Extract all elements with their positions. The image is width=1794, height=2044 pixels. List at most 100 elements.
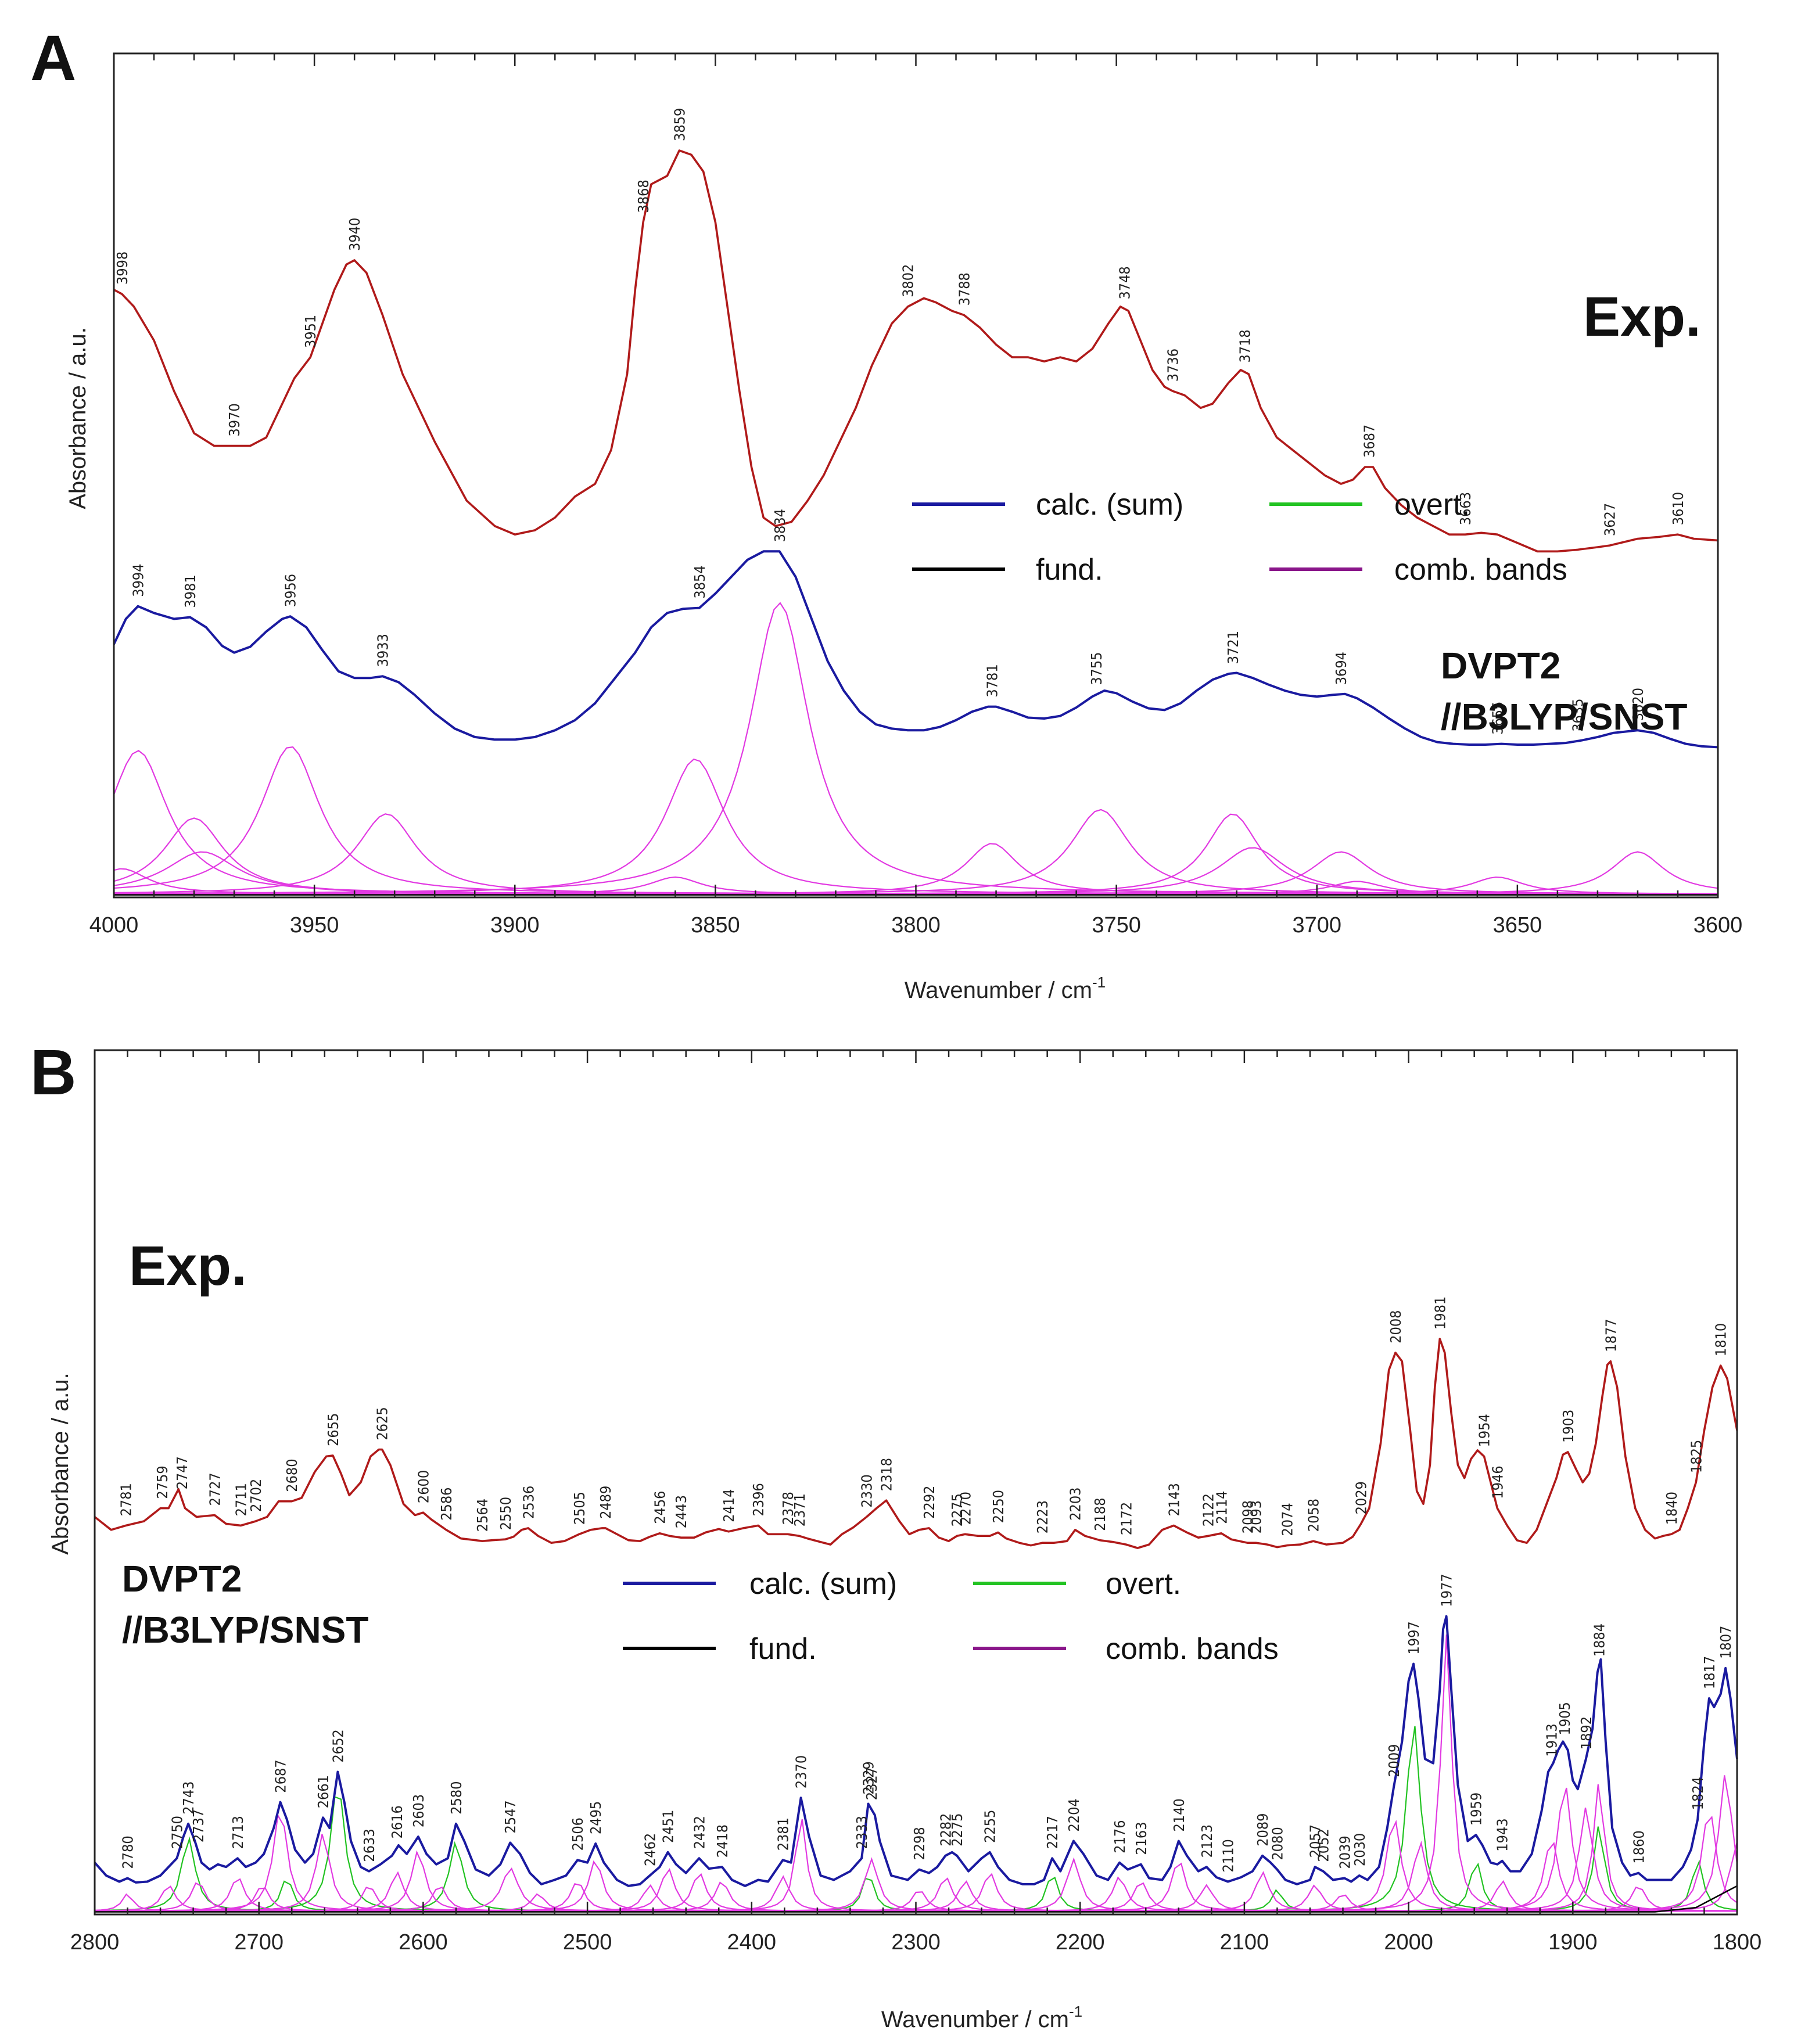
exp-peak-label-1810: 1810 (1713, 1323, 1730, 1356)
calc-peak-label-1905: 1905 (1556, 1702, 1573, 1735)
exp-peak-label-2223: 2223 (1034, 1500, 1051, 1533)
exp-peak-label-2143: 2143 (1165, 1483, 1182, 1516)
exp-peak-label-3868: 3868 (635, 179, 652, 213)
calc-peak-label-2652: 2652 (329, 1729, 346, 1762)
x-tick-label-3850: 3850 (691, 913, 740, 937)
x-tick-label-1900: 1900 (1548, 1930, 1598, 1955)
calc-peak-label-3854: 3854 (691, 565, 708, 598)
x-tick-label-2100: 2100 (1220, 1930, 1269, 1955)
exp-peak-label-3718: 3718 (1237, 329, 1254, 362)
exp-peak-label-1981: 1981 (1431, 1296, 1448, 1330)
calc-peak-label-1943: 1943 (1494, 1818, 1511, 1851)
exp-peak-label-2318: 2318 (878, 1458, 895, 1491)
exp-peak-label-3687: 3687 (1361, 425, 1378, 458)
calc-peak-label-3933: 3933 (375, 634, 392, 667)
calc-peak-label-2580: 2580 (448, 1781, 465, 1815)
calc-peak-label-2750: 2750 (168, 1816, 185, 1849)
calc-peak-label-2547: 2547 (502, 1800, 519, 1833)
x-tick-label-2400: 2400 (727, 1930, 777, 1955)
exp-peak-label-2625: 2625 (374, 1407, 391, 1440)
panel-b-method-line2: //B3LYP/SNST (122, 1609, 368, 1651)
panel-b-method-line1: DVPT2 (122, 1558, 242, 1600)
x-tick-label-3950: 3950 (290, 913, 339, 937)
panel-b-legend-overt: overt. (1106, 1567, 1181, 1601)
panel-a-x-axis-sup: -1 (1092, 973, 1106, 991)
calc-peak-label-1892: 1892 (1578, 1716, 1595, 1750)
calc-peak-label-1817: 1817 (1701, 1656, 1718, 1689)
calc-peak-label-2381: 2381 (775, 1817, 792, 1851)
calc-peak-label-1977: 1977 (1438, 1574, 1455, 1607)
panel-a-method-line2: //B3LYP/SNST (1441, 696, 1687, 738)
exp-peak-label-3627: 3627 (1602, 503, 1619, 536)
calc-peak-label-2506: 2506 (569, 1817, 586, 1851)
exp-peak-label-2270: 2270 (957, 1492, 974, 1525)
panel-b-legend-comb: comb. bands (1106, 1632, 1279, 1666)
calc-peak-label-2687: 2687 (272, 1759, 289, 1792)
panel-b-spectra (94, 1338, 1738, 1887)
panel-b-x-axis-label: Wavenumber / cm-1 (881, 2003, 1082, 2032)
exp-peak-label-1903: 1903 (1560, 1410, 1577, 1443)
calc-peak-label-2633: 2633 (361, 1829, 378, 1862)
x-tick-label-2000: 2000 (1384, 1930, 1433, 1955)
x-tick-label-4000: 4000 (89, 913, 139, 937)
exp-peak-label-2292: 2292 (921, 1486, 938, 1519)
exp-peak-label-2711: 2711 (233, 1483, 250, 1516)
calc-peak-label-2418: 2418 (714, 1824, 731, 1858)
exp-peak-label-3736: 3736 (1164, 349, 1181, 382)
x-tick-label-2600: 2600 (399, 1930, 448, 1955)
calc-peak-label-2462: 2462 (642, 1833, 659, 1866)
calc-peak-label-3994: 3994 (130, 563, 146, 597)
calc-peak-label-3781: 3781 (984, 664, 1001, 697)
exp-peak-label-1946: 1946 (1489, 1465, 1506, 1499)
calc-peak-label-2009: 2009 (1386, 1744, 1402, 1777)
exp-peak-label-2275: 2275 (949, 1493, 966, 1526)
x-tick-label-2200: 2200 (1056, 1930, 1105, 1955)
calc-peak-label-1997: 1997 (1405, 1621, 1422, 1654)
exp-peak-label-2655: 2655 (325, 1413, 342, 1446)
exp-peak-label-2781: 2781 (118, 1483, 135, 1516)
calc-peak-label-2255: 2255 (982, 1810, 999, 1843)
calc-peak-label-1884: 1884 (1591, 1623, 1608, 1657)
x-tick-label-2800: 2800 (70, 1930, 120, 1955)
exp-peak-label-2396: 2396 (750, 1483, 767, 1516)
calc-sum-line (94, 1615, 1738, 1887)
exp-peak-label-1877: 1877 (1602, 1319, 1619, 1352)
panel-a-x-axis-label: Wavenumber / cm-1 (905, 973, 1106, 1003)
panel-b-x-axis-sup: -1 (1069, 2003, 1082, 2020)
exp-peak-label-2378: 2378 (780, 1492, 796, 1525)
panel-a-peak-labels: 3998 3970 3951 3940 3868 3859 3802 3788 3748 3736… (114, 108, 1687, 735)
panel-a-method-line1: DVPT2 (1441, 645, 1560, 687)
calc-peak-label-2713: 2713 (229, 1816, 246, 1849)
exp-peak-label-3998: 3998 (114, 252, 131, 285)
calc-peak-label-3635: 3635 (1569, 699, 1586, 732)
x-tick-label-1800: 1800 (1713, 1930, 1762, 1955)
panel-a-letter: A (30, 23, 76, 94)
calc-peak-label-2451: 2451 (660, 1810, 677, 1843)
panel-a-legend: calc. (sum) overt. fund. comb. bands (912, 488, 1567, 587)
panel-b-y-axis-label: Absorbance / a.u. (48, 1373, 73, 1555)
calc-peak-label-2039: 2039 (1336, 1835, 1353, 1869)
exp-peak-label-2727: 2727 (206, 1472, 223, 1506)
exp-peak-label-2550: 2550 (497, 1497, 514, 1530)
calc-peak-label-2176: 2176 (1111, 1820, 1128, 1853)
calc-peak-label-2089: 2089 (1254, 1813, 1271, 1847)
exp-peak-label-2172: 2172 (1118, 1502, 1135, 1535)
exp-peak-label-2600: 2600 (415, 1470, 432, 1503)
exp-peak-label-1840: 1840 (1663, 1492, 1680, 1525)
exp-peak-label-3788: 3788 (956, 272, 973, 306)
exp-peak-label-2330: 2330 (859, 1474, 876, 1507)
panel-a-legend-comb: comb. bands (1394, 553, 1567, 587)
exp-peak-label-1954: 1954 (1476, 1414, 1493, 1447)
calc-peak-label-1913: 1913 (1544, 1723, 1560, 1756)
panel-a-x-axis-text: Wavenumber / cm (905, 978, 1092, 1003)
exp-peak-label-2114: 2114 (1213, 1491, 1230, 1524)
exp-peak-label-2759: 2759 (154, 1465, 171, 1499)
x-tick-label-2700: 2700 (234, 1930, 284, 1955)
experimental-line (94, 1338, 1738, 1549)
calc-peak-label-2743: 2743 (180, 1781, 197, 1815)
panel-a-legend-calc: calc. (sum) (1036, 488, 1183, 522)
calc-peak-label-2603: 2603 (410, 1794, 427, 1827)
